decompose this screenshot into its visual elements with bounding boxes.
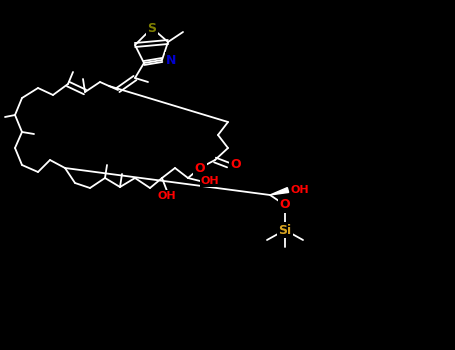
Text: O: O	[280, 198, 290, 211]
Text: OH: OH	[158, 191, 177, 201]
Text: Si: Si	[278, 224, 292, 237]
Text: OH: OH	[291, 185, 309, 195]
Text: O: O	[195, 161, 205, 175]
Polygon shape	[270, 188, 288, 195]
Text: N: N	[166, 54, 177, 66]
Text: OH: OH	[201, 176, 219, 186]
Text: O: O	[231, 159, 241, 172]
Text: S: S	[147, 21, 157, 35]
